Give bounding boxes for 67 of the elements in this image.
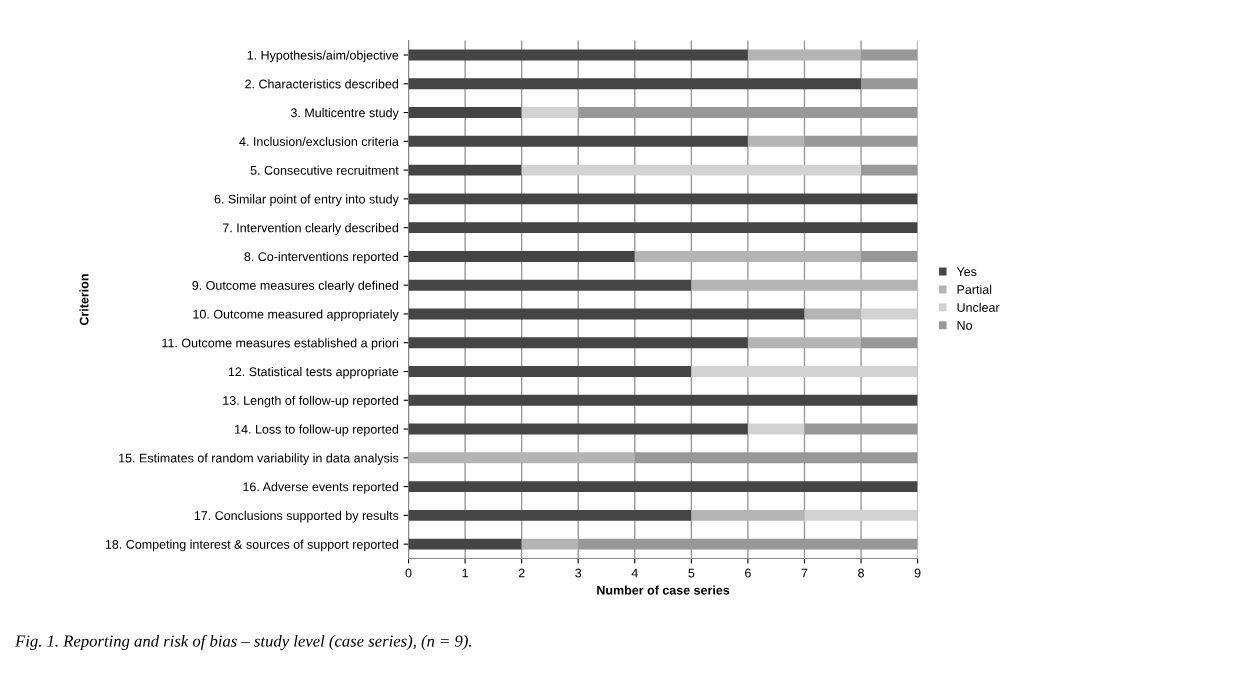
bar bbox=[861, 308, 918, 320]
bar bbox=[408, 509, 692, 521]
y-tick-label: 13. Length of follow-up reported bbox=[223, 395, 399, 408]
y-tick-label: 8. Co-interventions reported bbox=[244, 251, 399, 264]
y-tick-label: 5. Consecutive recruitment bbox=[250, 165, 399, 175]
bar bbox=[804, 509, 918, 521]
bar bbox=[408, 78, 862, 90]
y-tick-label: 7. Intervention clearly described bbox=[222, 223, 399, 235]
bar bbox=[691, 279, 918, 291]
x-tick-label: 2 bbox=[518, 568, 525, 578]
bar bbox=[747, 337, 862, 349]
y-tick-label: 6. Similar point of entry into study bbox=[214, 194, 399, 206]
y-tick-label: 18. Competing interest & sources of support reported bbox=[105, 539, 399, 552]
x-tick-label: 1 bbox=[462, 568, 468, 578]
bar bbox=[408, 308, 805, 320]
legend-label: Partial bbox=[957, 284, 992, 294]
bar bbox=[521, 538, 579, 550]
bar bbox=[747, 423, 805, 435]
bar bbox=[747, 135, 805, 147]
bar bbox=[691, 366, 918, 377]
y-tick-label: 14. Loss to follow-up reported bbox=[235, 424, 399, 437]
bar bbox=[521, 164, 862, 176]
y-tick-label: 11. Outcome measures established a priori bbox=[162, 338, 398, 350]
caption: Fig. 1. Reporting and risk of bias – study level (case series), (n = 9). bbox=[15, 634, 472, 651]
bar bbox=[408, 337, 748, 349]
bar bbox=[747, 49, 862, 61]
x-tick-label: 7 bbox=[801, 568, 808, 578]
bar bbox=[408, 222, 918, 234]
bar bbox=[521, 107, 579, 119]
y-axis-title: Criterion bbox=[79, 274, 89, 326]
bar bbox=[408, 481, 918, 493]
legend-label: No bbox=[957, 321, 972, 330]
bar bbox=[691, 509, 805, 521]
x-tick-label: 6 bbox=[745, 568, 751, 578]
bar bbox=[408, 107, 522, 119]
x-tick-label: 8 bbox=[858, 568, 864, 578]
bar bbox=[408, 193, 918, 205]
y-tick-label: 3. Multicentre study bbox=[290, 108, 399, 120]
legend-label: Yes bbox=[956, 267, 977, 277]
y-tick-label: 16. Adverse events reported bbox=[243, 482, 399, 494]
bar bbox=[408, 164, 522, 176]
bar bbox=[408, 538, 522, 550]
bar bbox=[408, 452, 635, 464]
y-tick-label: 17. Conclusions supported by results bbox=[194, 510, 399, 523]
x-tick-label: 9 bbox=[914, 568, 921, 578]
bar bbox=[804, 308, 862, 320]
x-tick-label: 5 bbox=[688, 568, 695, 578]
x-axis-title: Number of case series bbox=[597, 585, 730, 595]
bar bbox=[408, 366, 692, 377]
bar bbox=[408, 394, 918, 406]
bar bbox=[408, 135, 748, 147]
bar bbox=[408, 423, 748, 435]
x-tick-label: 4 bbox=[631, 568, 638, 578]
y-tick-label: 12. Statistical tests appropriate bbox=[228, 366, 399, 379]
y-tick-label: 2. Characteristics described bbox=[245, 79, 399, 89]
bar bbox=[634, 250, 862, 262]
y-tick-label: 9. Outcome measures clearly defined bbox=[192, 280, 399, 293]
y-tick-label: 10. Outcome measured appropriately bbox=[193, 309, 399, 322]
x-tick-label: 3 bbox=[575, 568, 582, 578]
y-tick-label: 15. Estimates of random variability in data analysis bbox=[119, 453, 399, 465]
bar bbox=[408, 250, 635, 262]
x-tick-label: 0 bbox=[405, 568, 412, 578]
y-tick-label: 4. Inclusion/exclusion criteria bbox=[239, 136, 399, 146]
y-tick-label: 1. Hypothesis/aim/objective bbox=[247, 50, 399, 63]
bar bbox=[408, 49, 748, 61]
bar bbox=[408, 279, 692, 291]
legend-label: Unclear bbox=[957, 302, 1000, 312]
